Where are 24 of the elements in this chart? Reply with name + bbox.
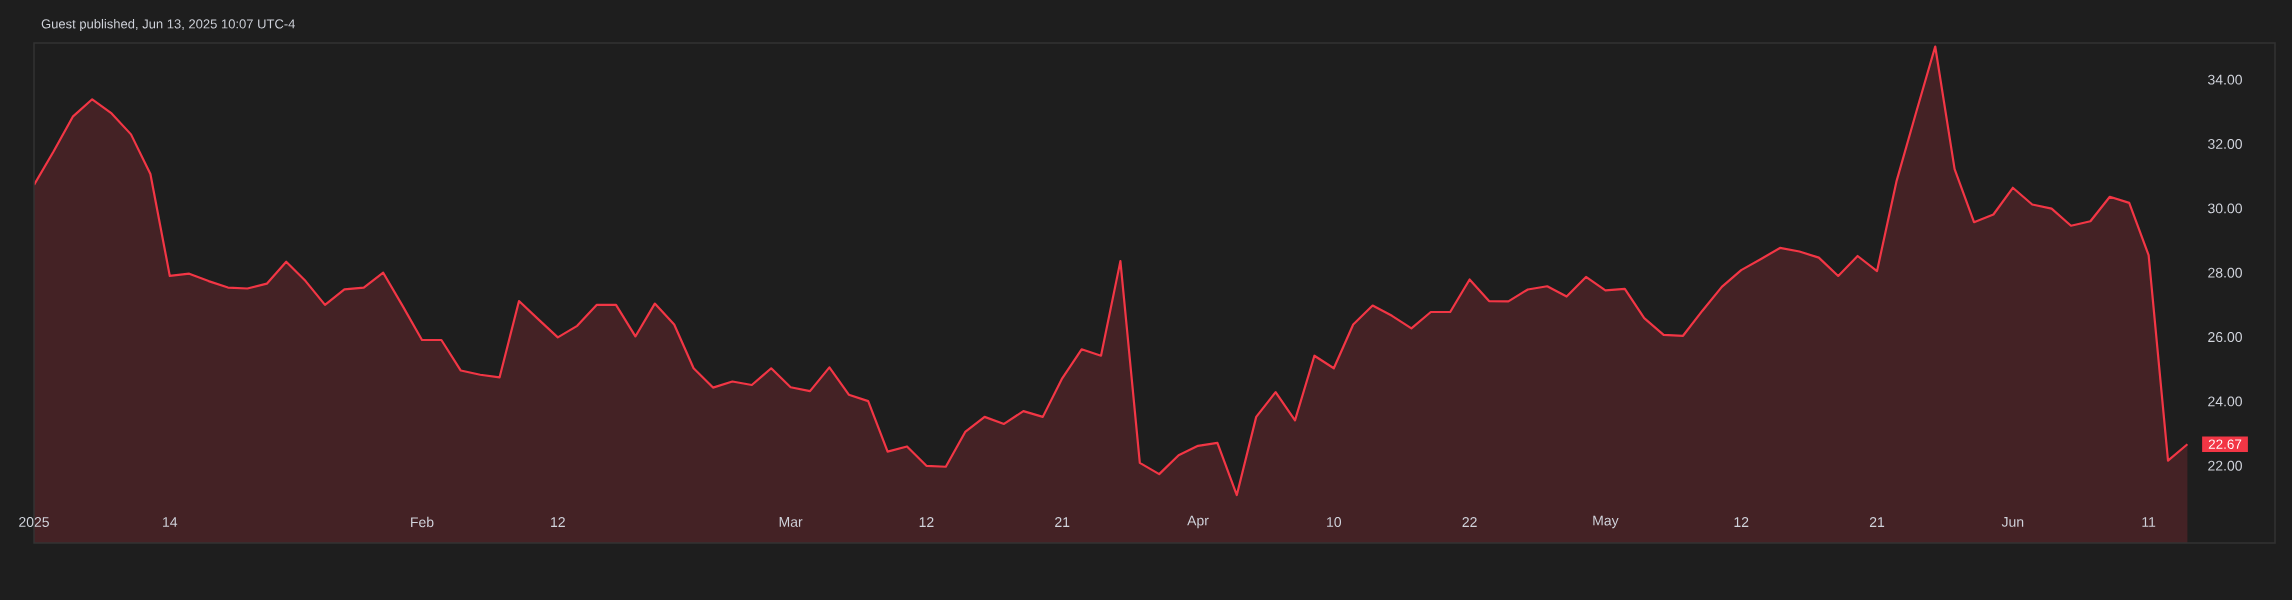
y-tick-label: 24.00 <box>2208 396 2242 407</box>
x-tick-label: 2025 <box>19 517 49 527</box>
x-tick-label: 10 <box>1327 517 1342 527</box>
y-tick-label: 30.00 <box>2208 203 2242 214</box>
y-tick-label: 32.00 <box>2208 139 2242 149</box>
x-tick-label: 12 <box>551 517 565 527</box>
x-tick-label: 21 <box>1869 517 1885 527</box>
data-label: 22.67 <box>2208 439 2242 449</box>
y-tick-label: 34.00 <box>2208 74 2242 85</box>
x-tick-label: Feb <box>411 516 434 528</box>
x-tick-label: 12 <box>919 517 934 527</box>
x-tick-label: 12 <box>1734 517 1749 527</box>
x-tick-label: Mar <box>779 517 803 527</box>
x-tick-label: May <box>1593 515 1619 529</box>
y-tick-label: 22.00 <box>2208 460 2242 471</box>
x-tick-label: 14 <box>163 517 178 527</box>
chart-title: Guest published, Jun 13, 2025 10:07 UTC-4 <box>41 18 295 32</box>
x-tick-label: Apr <box>1187 515 1209 529</box>
x-tick-label: 11 <box>2142 517 2156 527</box>
x-tick-label: 22 <box>1462 517 1477 527</box>
y-tick-label: 26.00 <box>2208 332 2242 343</box>
y-tick-label: 28.00 <box>2208 267 2242 278</box>
x-tick-label: 21 <box>1055 517 1070 527</box>
x-tick-label: Jun <box>2001 517 2024 527</box>
